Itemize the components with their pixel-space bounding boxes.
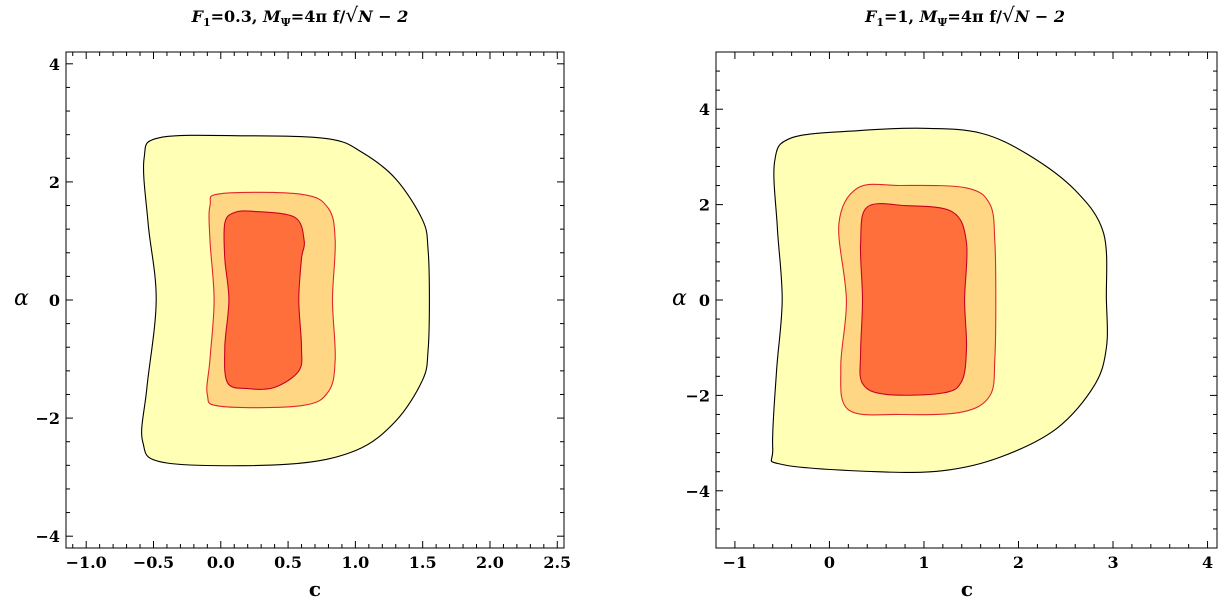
left-x-tick-label: 1.0 (341, 553, 369, 572)
left-plot-title: F1=0.3, MΨ=4π f/√N − 2 (191, 3, 409, 29)
left-contour-plot: F1=0.3, MΨ=4π f/√N − 2 −1.0 −0.5 0.0 0.5 1.0… (14, 3, 571, 601)
right-x-tick-label: 2 (1013, 553, 1024, 572)
left-x-tick-label: 0.0 (207, 553, 235, 572)
right-plot-title: F1=1, MΨ=4π f/√N − 2 (864, 3, 1065, 29)
left-x-tick-label: 2.5 (543, 553, 571, 572)
right-contour-inner (859, 203, 968, 396)
left-x-tick-label: −0.5 (133, 553, 174, 572)
right-x-axis-label: c (961, 577, 973, 601)
right-y-tick-label: −2 (685, 386, 710, 405)
left-y-tick-label: −2 (35, 409, 60, 428)
right-contour-plot: F1=1, MΨ=4π f/√N − 2 −1 0 1 2 3 4 −4 −2 0 2 4 c α (672, 3, 1218, 601)
left-y-tick-label: 4 (49, 55, 60, 74)
right-y-tick-label: 2 (699, 196, 710, 215)
left-x-tick-label: 2.0 (476, 553, 504, 572)
left-x-tick-label: −1.0 (66, 553, 107, 572)
left-y-tick-label: 0 (49, 291, 60, 310)
left-contour-inner (223, 210, 306, 390)
right-x-tick-label: 1 (918, 553, 929, 572)
right-x-tick-label: 4 (1202, 553, 1213, 572)
left-y-tick-label: −4 (35, 527, 60, 546)
right-x-tick-label: 3 (1107, 553, 1118, 572)
right-y-tick-label: 4 (699, 100, 710, 119)
left-x-tick-label: 1.5 (409, 553, 437, 572)
left-y-tick-label: 2 (49, 173, 60, 192)
left-y-axis-label: α (14, 286, 29, 311)
right-y-tick-label: −4 (685, 482, 710, 501)
right-x-tick-label: −1 (723, 553, 748, 572)
right-y-axis-label: α (672, 286, 687, 311)
right-y-tick-label: 0 (699, 291, 710, 310)
left-x-axis-label: c (309, 577, 321, 601)
right-x-tick-label: 0 (824, 553, 835, 572)
left-x-tick-label: 0.5 (274, 553, 302, 572)
